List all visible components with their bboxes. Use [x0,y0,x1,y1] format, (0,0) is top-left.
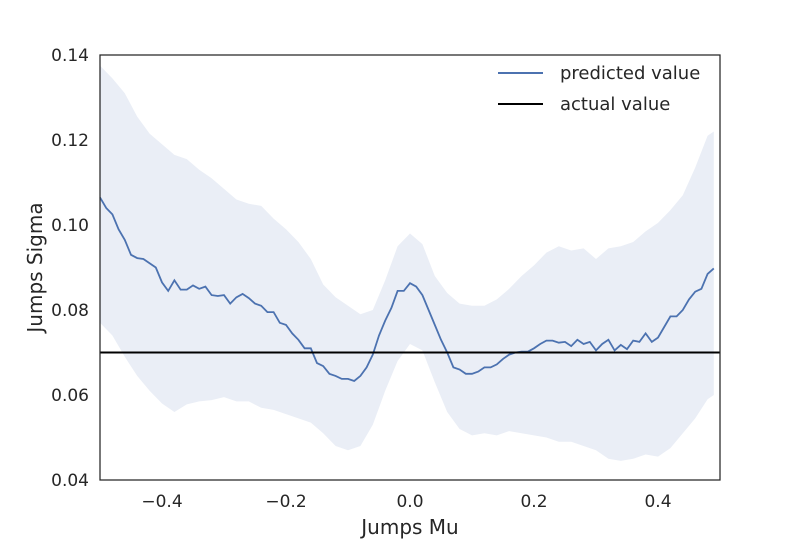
x-tick-label: 0.2 [520,492,547,512]
confidence-band-layer [100,65,714,461]
confidence-band [100,65,714,461]
legend-label: actual value [560,94,670,115]
y-tick-label: 0.04 [51,471,89,491]
y-tick-label: 0.08 [51,301,89,321]
y-tick-label: 0.12 [51,131,89,151]
x-tick-label: 0.0 [396,492,423,512]
x-tick-label: −0.2 [265,492,306,512]
y-tick-label: 0.06 [51,386,89,406]
x-tick-label: 0.4 [644,492,671,512]
series-line-predicted-value [99,196,715,383]
series-lines-layer [99,196,720,383]
legend: predicted value actual value [498,63,700,115]
x-tick-label: −0.4 [141,492,182,512]
y-tick-label: 0.14 [51,46,89,66]
y-tick-label: 0.10 [51,216,89,236]
y-axis-label: Jumps Sigma [23,202,47,334]
legend-label: predicted value [560,63,700,84]
y-tick-labels: 0.04 0.06 0.08 0.10 0.12 0.14 [51,46,89,491]
plot-frame [99,54,721,481]
x-axis-label: Jumps Mu [359,515,458,539]
x-tick-labels: −0.4 −0.2 0.0 0.2 0.4 [141,492,671,512]
